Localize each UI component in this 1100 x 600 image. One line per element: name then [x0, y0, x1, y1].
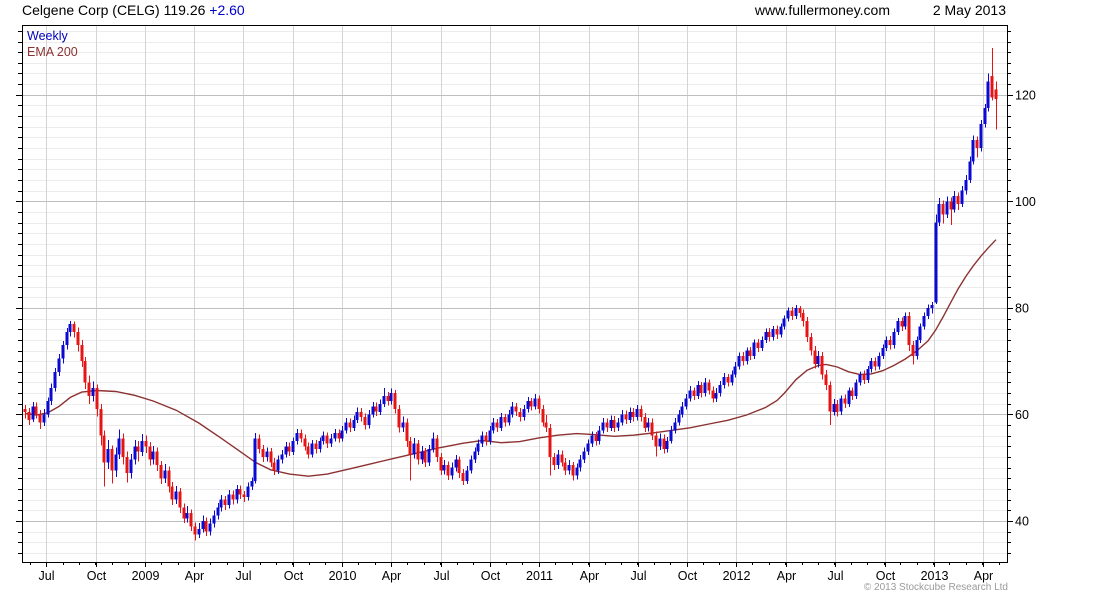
- x-axis-label: Jul: [828, 569, 844, 583]
- copyright-text: © 2013 Stockcube Research Ltd: [863, 582, 1008, 593]
- title-change: +2.60: [209, 2, 245, 18]
- plot-border: [22, 25, 1008, 563]
- x-axis-label: Apr: [777, 569, 796, 583]
- chart-date: 2 May 2013: [932, 2, 1006, 18]
- y-axis-label: 100: [1015, 195, 1036, 209]
- x-axis-label: 2013: [921, 569, 949, 583]
- y-axis-label: 60: [1015, 408, 1029, 422]
- x-axis-label: Apr: [382, 569, 401, 583]
- x-axis-label: 2010: [329, 569, 357, 583]
- legend-timeframe-label: Weekly: [27, 29, 68, 43]
- x-axis-label: Jul: [631, 569, 647, 583]
- website-text: www.fullermoney.com: [754, 2, 890, 18]
- x-axis-label: 2009: [132, 569, 160, 583]
- x-axis-label: 2012: [723, 569, 751, 583]
- x-axis-label: Apr: [185, 569, 204, 583]
- y-axis-label: 80: [1015, 301, 1029, 315]
- x-axis-label: Oct: [87, 569, 107, 583]
- x-axis-label: Oct: [678, 569, 698, 583]
- candlestick-series: [23, 47, 998, 541]
- x-axis-label: Oct: [876, 569, 896, 583]
- y-axis-label: 120: [1015, 88, 1036, 102]
- x-axis-label: Oct: [284, 569, 304, 583]
- title-symbol-price: Celgene Corp (CELG) 119.26: [22, 2, 210, 18]
- ema-line: [24, 239, 997, 477]
- legend-ema-label: EMA 200: [27, 45, 78, 59]
- y-axis-label: 40: [1015, 514, 1029, 528]
- x-axis-label: Apr: [580, 569, 599, 583]
- x-axis-label: Jul: [39, 569, 55, 583]
- x-axis-label: 2011: [526, 569, 553, 583]
- x-axis-label: Jul: [434, 569, 450, 583]
- page-title: Celgene Corp (CELG) 119.26 +2.60: [22, 2, 245, 18]
- x-axis-label: Apr: [974, 569, 993, 583]
- x-axis-label: Jul: [236, 569, 252, 583]
- x-axis-label: Oct: [481, 569, 501, 583]
